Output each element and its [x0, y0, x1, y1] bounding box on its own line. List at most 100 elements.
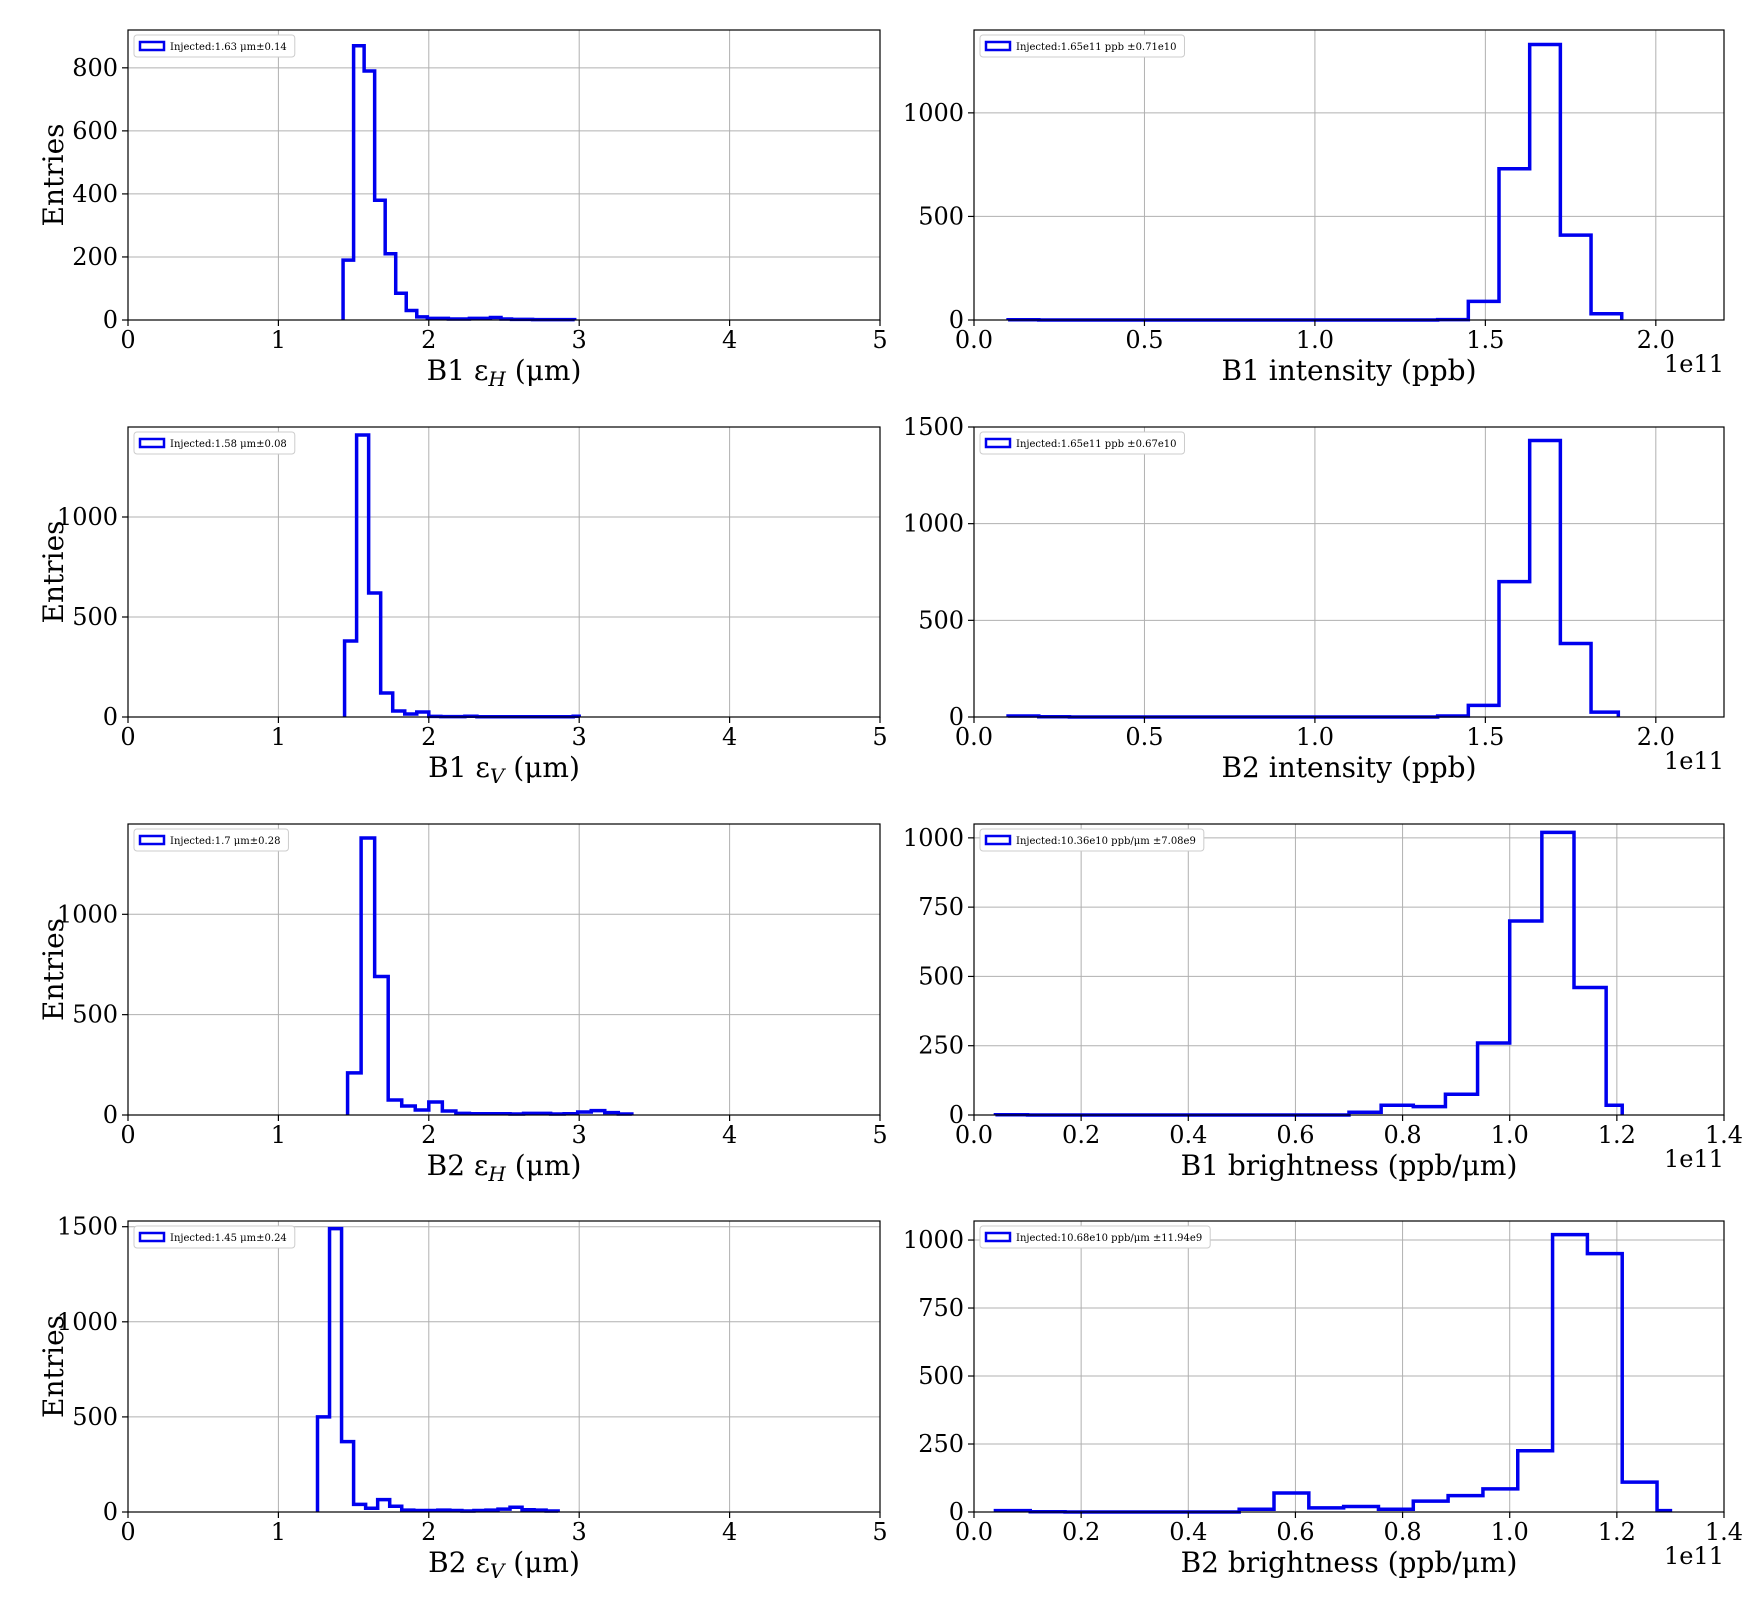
legend-swatch — [138, 1231, 166, 1243]
x-tick-label: 0.0 — [955, 326, 993, 354]
y-tick-label: 1000 — [903, 824, 964, 852]
x-tick-label: 0.2 — [1062, 1518, 1100, 1546]
x-tick-label: 0 — [120, 1518, 135, 1546]
legend-box — [133, 1225, 296, 1249]
plot-frame — [127, 823, 881, 1116]
y-tick-label: 500 — [918, 202, 964, 230]
legend-swatch — [984, 40, 1012, 52]
y-tick-label: 0 — [103, 1101, 118, 1129]
legend-box — [133, 431, 296, 455]
legend-swatch — [138, 437, 166, 449]
x-tick-label: 0.4 — [1169, 1518, 1207, 1546]
legend: Injected:1.63 μm±0.14 — [133, 34, 296, 58]
x-tick-label: 1.4 — [1705, 1121, 1743, 1149]
x-tick-label: 5 — [872, 723, 887, 751]
y-tick-label: 1000 — [57, 503, 118, 531]
legend-swatch — [984, 1231, 1012, 1243]
y-tick-label: 500 — [72, 1403, 118, 1431]
x-tick-label: 0.0 — [955, 1121, 993, 1149]
x-tick-label: 3 — [572, 723, 587, 751]
y-tick-label: 0 — [949, 306, 964, 334]
x-offset-label: 1e11 — [1664, 1542, 1724, 1570]
chart-panel-8: 0.0 0.2 0.4 0.6 0.8 1.0 1.2 1.4 0 250 500 750 1000 B2… — [903, 1220, 1743, 1579]
y-tick-label: 0 — [103, 306, 118, 334]
histogram-series — [993, 1232, 1673, 1514]
y-tick-label: 1000 — [903, 1226, 964, 1254]
chart-panel-3: 0 1 2 3 4 5 0 500 1000 B1 εV (μm) Entries Injected:… — [37, 426, 888, 788]
legend-label: Injected:1.45 μm±0.24 — [170, 1233, 287, 1244]
legend: Injected:1.45 μm±0.24 — [133, 1225, 296, 1249]
legend-swatch — [984, 834, 1012, 846]
plot-frame — [973, 1220, 1725, 1513]
y-tick-label: 1000 — [57, 900, 118, 928]
legend-swatch — [138, 834, 166, 846]
histogram-series — [345, 836, 634, 1116]
legend-box — [133, 34, 296, 58]
x-tick-label: 1.4 — [1705, 1518, 1743, 1546]
y-tick-label: 600 — [72, 117, 118, 145]
x-tick-label: 2.0 — [1637, 326, 1675, 354]
y-tick-label: 500 — [918, 606, 964, 634]
y-tick-label: 500 — [918, 1362, 964, 1390]
legend: Injected:1.65e11 ppb ±0.71e10 — [979, 34, 1185, 58]
x-tick-label: 0.6 — [1276, 1121, 1314, 1149]
x-tick-label: 2 — [421, 1121, 436, 1149]
y-tick-label: 1000 — [57, 1308, 118, 1336]
y-axis-label: Entries — [37, 123, 70, 226]
y-tick-label: 500 — [72, 1001, 118, 1029]
y-tick-label: 1000 — [903, 99, 964, 127]
plot-frame — [973, 426, 1725, 718]
y-tick-label: 0 — [949, 703, 964, 731]
y-tick-label: 0 — [949, 1498, 964, 1526]
x-tick-label: 1.2 — [1598, 1518, 1636, 1546]
x-tick-label: 0.8 — [1383, 1121, 1421, 1149]
legend-label: Injected:1.58 μm±0.08 — [170, 439, 287, 450]
x-tick-label: 3 — [572, 1518, 587, 1546]
x-tick-label: 0.8 — [1383, 1518, 1421, 1546]
histogram-series — [993, 830, 1624, 1117]
plot-frame — [973, 29, 1725, 321]
x-tick-label: 4 — [722, 723, 737, 751]
x-axis-label: B2 intensity (ppb) — [1221, 751, 1476, 784]
y-axis-label: Entries — [37, 918, 70, 1021]
y-tick-label: 1500 — [903, 413, 964, 441]
x-tick-label: 0.0 — [955, 723, 993, 751]
y-tick-label: 0 — [103, 703, 118, 731]
x-offset-label: 1e11 — [1664, 1145, 1724, 1173]
x-tick-label: 5 — [872, 326, 887, 354]
plot-frame — [127, 426, 881, 718]
legend-label: Injected:1.7 μm±0.28 — [170, 836, 280, 847]
y-tick-label: 250 — [918, 1032, 964, 1060]
legend-box — [979, 1225, 1211, 1249]
x-axis-label: B1 intensity (ppb) — [1221, 354, 1476, 387]
x-tick-label: 0.2 — [1062, 1121, 1100, 1149]
x-tick-label: 1.0 — [1296, 326, 1334, 354]
histogram-series — [341, 44, 577, 322]
y-tick-label: 0 — [103, 1498, 118, 1526]
histogram-series — [315, 1226, 560, 1513]
x-tick-label: 0.5 — [1125, 723, 1163, 751]
x-tick-label: 1.5 — [1466, 326, 1504, 354]
y-tick-label: 500 — [918, 962, 964, 990]
legend-box — [979, 828, 1205, 852]
histogram-series — [1006, 438, 1621, 719]
x-tick-label: 0.0 — [955, 1518, 993, 1546]
chart-panel-5: 0 1 2 3 4 5 0 500 1000 B2 εH (μm) Entries Injected:… — [37, 823, 888, 1186]
x-tick-label: 2 — [421, 1518, 436, 1546]
x-tick-label: 2.0 — [1637, 723, 1675, 751]
histogram-series — [342, 433, 581, 719]
x-tick-label: 0.4 — [1169, 1121, 1207, 1149]
x-tick-label: 0.5 — [1125, 326, 1163, 354]
y-tick-label: 1000 — [903, 510, 964, 538]
plot-frame — [973, 823, 1725, 1116]
x-tick-label: 1 — [271, 326, 286, 354]
x-tick-label: 4 — [722, 326, 737, 354]
x-tick-label: 3 — [572, 326, 587, 354]
legend-swatch — [138, 40, 166, 52]
x-offset-label: 1e11 — [1664, 747, 1724, 775]
x-offset-label: 1e11 — [1664, 350, 1724, 378]
legend-box — [979, 431, 1185, 455]
y-tick-label: 500 — [72, 603, 118, 631]
plot-frame — [127, 1220, 881, 1513]
